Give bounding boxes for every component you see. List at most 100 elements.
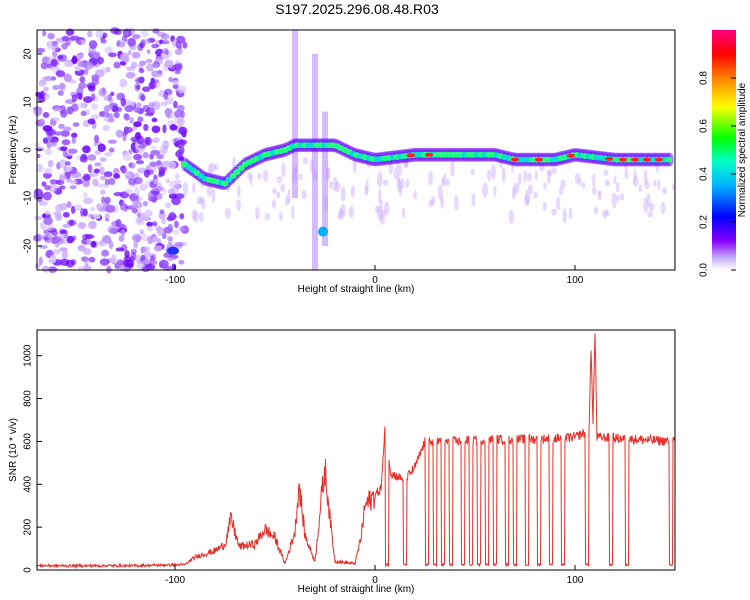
noise-blob [527, 184, 534, 195]
noise-blob [428, 200, 434, 208]
noise-blob [328, 180, 333, 190]
noise-blob [159, 209, 165, 215]
noise-blob [34, 215, 43, 221]
noise-blob [150, 149, 161, 156]
noise-blob [115, 247, 125, 252]
noise-blob [48, 183, 58, 193]
noise-blob [58, 83, 65, 90]
noise-blob [151, 43, 159, 49]
noise-blob [163, 91, 169, 100]
noise-blob [91, 114, 100, 120]
spectrogram-x-tick-label: 0 [372, 275, 378, 286]
noise-blob [113, 173, 121, 179]
noise-blob [445, 179, 450, 187]
snr-plot-area [37, 330, 675, 570]
noise-blob [209, 162, 216, 173]
noise-blob [91, 74, 100, 82]
noise-blob [136, 76, 145, 84]
noise-blob [597, 192, 602, 201]
noise-blob [112, 167, 120, 176]
noise-blob [51, 44, 60, 52]
noise-blob [182, 41, 188, 49]
noise-blob [101, 249, 110, 257]
noise-blob [158, 259, 169, 268]
noise-blob [87, 118, 96, 125]
noise-blob [36, 47, 46, 53]
noise-blob [174, 241, 184, 248]
noise-blob [113, 111, 120, 119]
noise-blob [50, 58, 60, 68]
noise-blob [60, 232, 65, 239]
noise-blob [442, 173, 447, 186]
noise-blob [174, 220, 179, 229]
noise-blob [159, 89, 165, 97]
noise-blob [533, 191, 538, 199]
noise-blob [84, 258, 89, 267]
noise-blob [77, 222, 86, 230]
snr-frame [36, 329, 676, 571]
noise-blob [125, 71, 136, 79]
noise-blob [143, 123, 149, 132]
snr-x-label: Height of straight line (km) [298, 584, 415, 595]
noise-blob [120, 202, 127, 211]
noise-blob [132, 200, 138, 206]
colorbar-tick-label: 0.2 [699, 215, 710, 229]
noise-blob [193, 211, 200, 223]
noise-blob [43, 236, 49, 241]
noise-blob [125, 188, 133, 194]
noise-blob [55, 204, 63, 213]
noise-blob [177, 85, 187, 94]
noise-blob [77, 53, 84, 60]
noise-blob [79, 76, 86, 84]
noise-blob [173, 63, 181, 70]
noise-blob [59, 247, 68, 252]
noise-blob [161, 232, 167, 240]
noise-blob [142, 200, 149, 207]
noise-blob [156, 160, 162, 166]
colorbar-tick-label: 0.8 [699, 71, 710, 85]
snr-y-tick-label: 800 [23, 390, 34, 407]
noise-blob [276, 176, 283, 184]
noise-blob [100, 39, 107, 44]
noise-blob [122, 28, 132, 38]
noise-blob [96, 203, 103, 210]
noise-blob [93, 168, 100, 174]
noise-blob [592, 186, 597, 196]
spectrogram-x-ticks: -100 0 100 [165, 265, 584, 286]
noise-blob [115, 129, 123, 138]
noise-blob [178, 259, 185, 265]
noise-blob [51, 235, 62, 243]
noise-blob [63, 73, 72, 82]
noise-blob [508, 209, 514, 224]
noise-blob [136, 212, 141, 218]
snr-y-tick-label: 400 [23, 476, 34, 493]
noise-blob [136, 254, 141, 261]
snr-x-tick-label: 100 [567, 575, 584, 586]
noise-blob [144, 251, 152, 259]
spectrogram-noise-blobs [32, 27, 676, 274]
noise-blob [487, 168, 492, 182]
noise-blob [377, 171, 383, 188]
noise-blob [171, 80, 180, 86]
noise-blob [581, 181, 586, 189]
noise-blob [151, 79, 159, 84]
ridge-core [665, 156, 673, 163]
noise-blob [115, 92, 124, 101]
ridge-core [233, 169, 241, 176]
noise-blob [84, 61, 94, 70]
noise-blob [191, 208, 197, 221]
noise-blob [86, 30, 93, 38]
noise-blob [61, 42, 68, 50]
noise-blob [110, 27, 120, 35]
noise-blob [192, 182, 196, 194]
noise-blob [255, 206, 260, 220]
spectrogram-x-label: Height of straight line (km) [298, 284, 415, 295]
noise-blob [526, 172, 532, 182]
noise-blob [123, 113, 130, 121]
noise-blob [350, 185, 356, 198]
noise-blob [139, 183, 148, 191]
noise-blob [393, 166, 400, 181]
snr-y-tick-label: 0 [23, 567, 34, 573]
noise-blob [430, 195, 436, 206]
